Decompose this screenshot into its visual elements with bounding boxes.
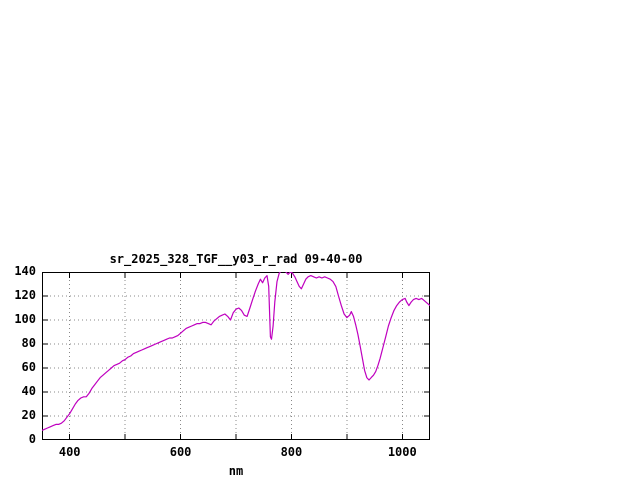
x-tick-label: 400: [58, 445, 81, 459]
y-tick-label: 20: [21, 408, 36, 422]
chart-title: sr_2025_328_TGF__y03_r_rad 09-40-00: [109, 252, 363, 266]
spectrum-chart: sr_2025_328_TGF__y03_r_rad 09-40-00 nm 0…: [0, 248, 460, 480]
x-tick-label: 600: [169, 445, 192, 459]
y-tick-label: 120: [14, 288, 36, 302]
y-tick-label: 100: [14, 312, 36, 326]
x-tick-label: 800: [280, 445, 303, 459]
y-tick-label: 140: [14, 264, 36, 278]
y-tick-label: 40: [21, 384, 36, 398]
x-tick-label: 1000: [387, 445, 417, 459]
x-axis-label: nm: [228, 464, 244, 478]
y-tick-label: 60: [21, 360, 36, 374]
plot-svg: [42, 272, 430, 440]
y-tick-label: 80: [21, 336, 36, 350]
y-tick-label: 0: [28, 432, 36, 446]
